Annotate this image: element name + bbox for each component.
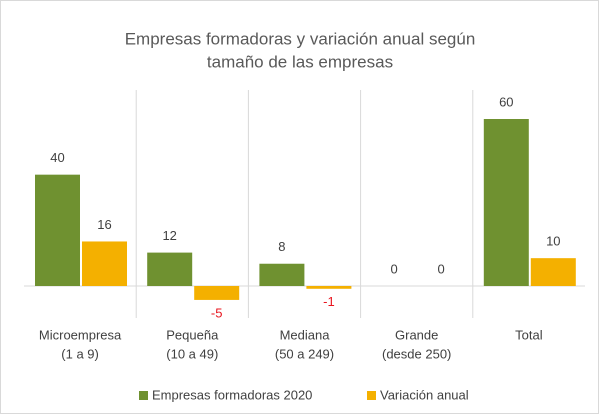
- x-tick-label: (50 a 249): [275, 346, 334, 361]
- legend-label: Empresas formadoras 2020: [152, 387, 312, 402]
- bar: [194, 286, 240, 300]
- data-label: 12: [162, 228, 176, 243]
- data-label: 0: [390, 261, 397, 276]
- data-label: 40: [50, 150, 64, 165]
- legend-label: Variación anual: [380, 387, 469, 402]
- x-tick-label: Total: [515, 327, 543, 342]
- data-label: 10: [546, 234, 560, 249]
- bar: [483, 119, 529, 286]
- data-label: 8: [278, 239, 285, 254]
- chart-title: tamaño de las empresas: [207, 52, 393, 71]
- x-tick-label: Pequeña: [166, 327, 219, 342]
- data-label: 0: [437, 261, 444, 276]
- x-tick-label: Grande: [395, 327, 438, 342]
- bar: [530, 258, 576, 286]
- legend-swatch: [139, 391, 148, 400]
- x-tick-label: (10 a 49): [166, 346, 218, 361]
- x-tick-label: Mediana: [280, 327, 331, 342]
- data-label: 60: [499, 94, 513, 109]
- data-label: -5: [211, 305, 223, 320]
- x-tick-label: (1 a 9): [61, 346, 99, 361]
- bar: [82, 241, 127, 286]
- bar: [306, 286, 352, 289]
- data-label: -1: [323, 294, 335, 309]
- bar: [35, 174, 80, 286]
- x-tick-label: (desde 250): [382, 346, 451, 361]
- bar: [147, 252, 193, 286]
- legend-swatch: [367, 391, 376, 400]
- chart-title: Empresas formadoras y variación anual se…: [125, 29, 476, 48]
- x-tick-label: Microempresa: [39, 327, 122, 342]
- bar: [259, 263, 305, 286]
- data-label: 16: [97, 217, 111, 232]
